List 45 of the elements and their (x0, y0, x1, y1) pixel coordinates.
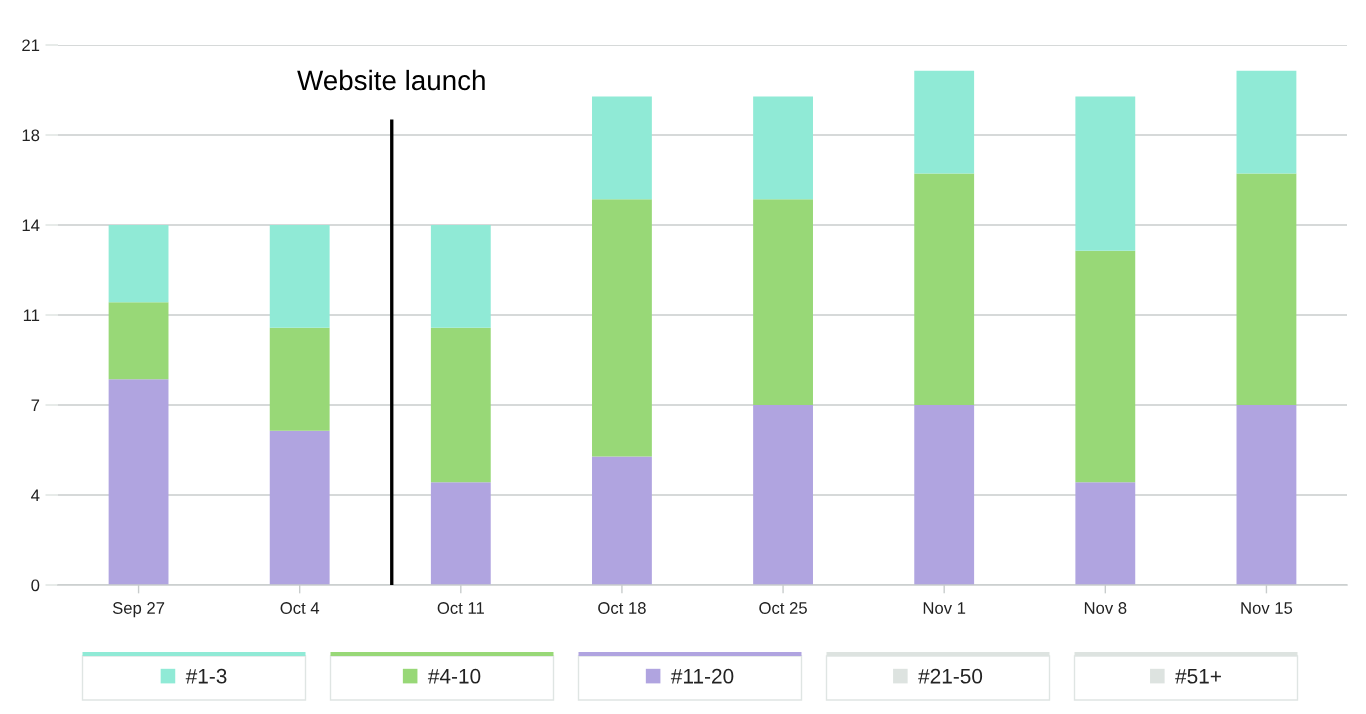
legend-label: #4-10 (427, 668, 481, 684)
bar (1236, 405, 1297, 585)
bar (108, 302, 169, 380)
bar (914, 70, 975, 174)
y-tick-label: 0 (31, 579, 40, 592)
bar (269, 430, 330, 585)
bar (1075, 482, 1136, 585)
ref-line-label: Website launch (297, 69, 485, 91)
bar (914, 173, 975, 405)
bar (1075, 96, 1136, 251)
y-tick-label: 14 (22, 219, 40, 232)
y-tick-label: 7 (31, 399, 40, 412)
bar (430, 482, 491, 585)
bar (914, 405, 975, 585)
x-tick-label: Nov 8 (1084, 602, 1127, 614)
bar (753, 405, 813, 585)
x-tick-label: Sep 27 (112, 602, 165, 618)
legend-label: #11-20 (670, 668, 734, 684)
legend-label: #21-50 (918, 668, 983, 684)
x-tick-label: Nov 1 (923, 602, 966, 614)
x-tick-label: Nov 15 (1241, 602, 1293, 614)
bar (592, 96, 652, 200)
bar (430, 327, 491, 483)
x-tick-label: Oct 4 (280, 602, 320, 614)
y-tick-label: 4 (31, 489, 40, 502)
bar (430, 225, 491, 328)
bar (592, 456, 652, 585)
bar (1236, 173, 1297, 405)
legend-label: #1-3 (185, 668, 227, 684)
y-tick-label: 11 (23, 309, 40, 322)
bar (1236, 70, 1297, 174)
bar (108, 379, 169, 585)
x-tick-label: Oct 18 (598, 602, 646, 614)
bar (1075, 250, 1136, 483)
y-tick-label: 18 (22, 129, 40, 142)
x-tick-label: Oct 25 (759, 602, 807, 614)
bar (753, 96, 813, 200)
bar (269, 225, 330, 328)
y-tick-label: 21 (22, 39, 40, 52)
bar (753, 199, 813, 405)
legend-label: #51+ (1175, 669, 1221, 684)
bar (269, 327, 330, 431)
bar (592, 199, 652, 457)
bar (108, 225, 169, 303)
x-tick-label: Oct 11 (437, 602, 484, 614)
